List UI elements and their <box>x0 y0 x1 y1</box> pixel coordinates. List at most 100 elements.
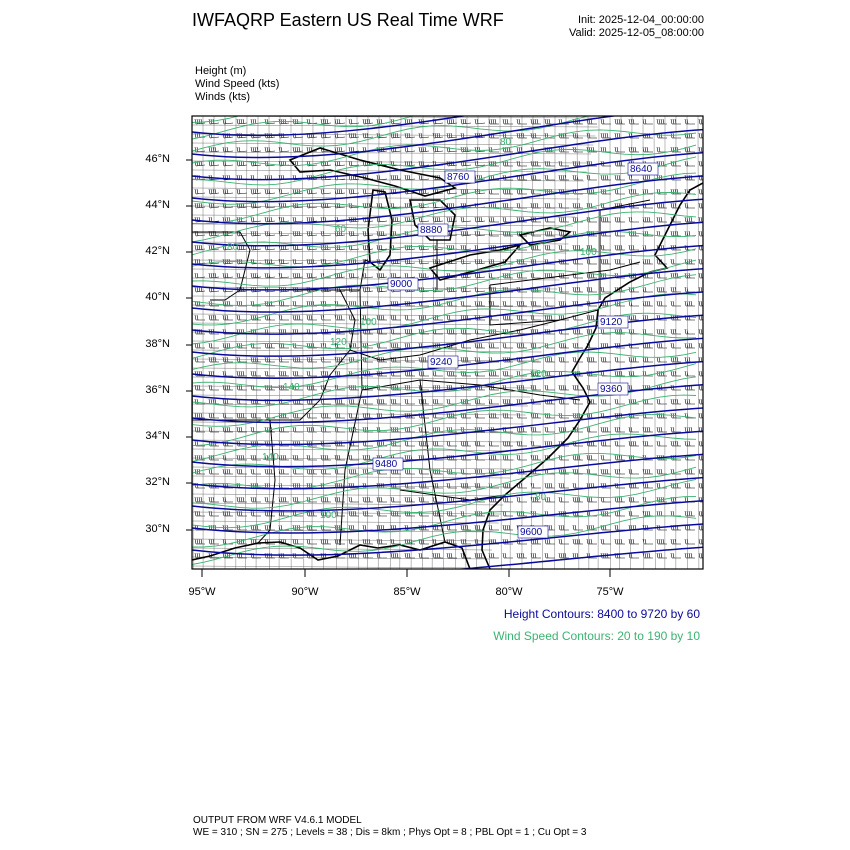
wind-barb <box>559 357 569 362</box>
height-label: 9120 <box>600 317 623 328</box>
wind-barb <box>643 357 653 362</box>
wind-barb <box>601 217 611 222</box>
lat-tick-label: 34°N <box>145 430 170 442</box>
wind-barb <box>573 483 583 488</box>
height-label: 9360 <box>600 384 623 395</box>
wind-barb <box>643 119 653 124</box>
wind-barb <box>531 553 541 558</box>
wind-barb <box>615 147 625 152</box>
wind-barb <box>195 385 205 390</box>
wind-barb <box>685 161 695 166</box>
lat-tick-label: 42°N <box>145 245 170 257</box>
wind-barb <box>643 511 653 516</box>
wind-barb <box>685 357 695 362</box>
wind-barb <box>657 357 667 362</box>
wind-barb <box>643 301 653 306</box>
wind-barb <box>307 371 317 376</box>
wind-barb <box>657 511 667 516</box>
wind-barb <box>475 119 485 124</box>
wind-barb <box>475 217 485 222</box>
wind-barb <box>447 483 457 488</box>
wind-barb <box>195 539 205 544</box>
wind-barb <box>503 553 513 558</box>
speed-contour-legend: Wind Speed Contours: 20 to 190 by 10 <box>493 629 700 643</box>
wind-barb <box>377 231 387 236</box>
wind-barb <box>489 343 499 348</box>
wind-barb <box>699 413 709 418</box>
wind-barb <box>615 259 625 264</box>
wind-barb <box>643 245 653 250</box>
wind-barb <box>685 483 695 488</box>
wind-barb <box>629 175 639 180</box>
wind-barb <box>475 287 485 292</box>
wind-barb <box>321 259 331 264</box>
wind-speed-contour-line <box>192 72 696 123</box>
wind-barb <box>419 497 429 502</box>
wind-barb <box>559 539 569 544</box>
wind-barb <box>293 427 303 432</box>
wind-barb <box>657 469 667 474</box>
wind-barb <box>699 329 709 334</box>
wind-barb <box>699 399 709 404</box>
wind-barb <box>601 455 611 460</box>
county-line <box>500 116 501 569</box>
wind-barb <box>321 497 331 502</box>
wind-barb <box>699 287 709 292</box>
wind-barb <box>223 469 233 474</box>
wind-barb <box>573 175 583 180</box>
wind-barb <box>335 133 345 138</box>
wind-barb <box>279 189 289 194</box>
wind-barb <box>559 301 569 306</box>
lat-tick-label: 38°N <box>145 338 170 350</box>
wind-barb <box>559 217 569 222</box>
wind-barb <box>335 455 345 460</box>
wind-barb <box>503 343 513 348</box>
wind-barb <box>699 273 709 278</box>
wind-barb <box>461 329 471 334</box>
county-line <box>598 116 599 569</box>
lat-tick-label: 46°N <box>145 153 170 165</box>
wind-barb <box>699 133 709 138</box>
wind-barb <box>265 273 275 278</box>
wind-barb <box>503 217 513 222</box>
height-label: 8880 <box>420 225 443 236</box>
wind-barb <box>433 553 443 558</box>
wind-barb <box>615 329 625 334</box>
wind-barb <box>601 245 611 250</box>
wind-barb <box>195 413 205 418</box>
wind-barb <box>559 525 569 530</box>
wind-barb <box>601 259 611 264</box>
wind-barb <box>349 455 359 460</box>
wind-barb <box>657 119 667 124</box>
county-line <box>378 116 379 569</box>
wind-barb <box>643 147 653 152</box>
wind-barb <box>615 511 625 516</box>
wind-barb <box>307 385 317 390</box>
wind-barb <box>461 217 471 222</box>
wind-barb <box>489 273 499 278</box>
wind-barb <box>349 511 359 516</box>
wind-barb <box>461 287 471 292</box>
wind-barb <box>685 441 695 446</box>
lon-tick-label: 75°W <box>596 586 623 598</box>
wind-barb <box>699 469 709 474</box>
wind-barb <box>307 273 317 278</box>
wind-barb <box>237 469 247 474</box>
wind-barb <box>447 119 457 124</box>
wind-barb <box>699 217 709 222</box>
height-label: 8640 <box>630 164 653 175</box>
wind-barb <box>433 371 443 376</box>
wind-barb <box>615 469 625 474</box>
lat-tick-label: 36°N <box>145 384 170 396</box>
wind-barb <box>307 217 317 222</box>
wind-barb <box>657 217 667 222</box>
wind-barb <box>363 427 373 432</box>
wind-barb <box>419 483 429 488</box>
wind-barb <box>685 287 695 292</box>
wind-barb <box>265 203 275 208</box>
wind-barb <box>391 273 401 278</box>
wind-barb <box>223 371 233 376</box>
height-label: 8760 <box>447 172 470 183</box>
lon-tick-label: 90°W <box>291 586 318 598</box>
wind-barb <box>433 217 443 222</box>
